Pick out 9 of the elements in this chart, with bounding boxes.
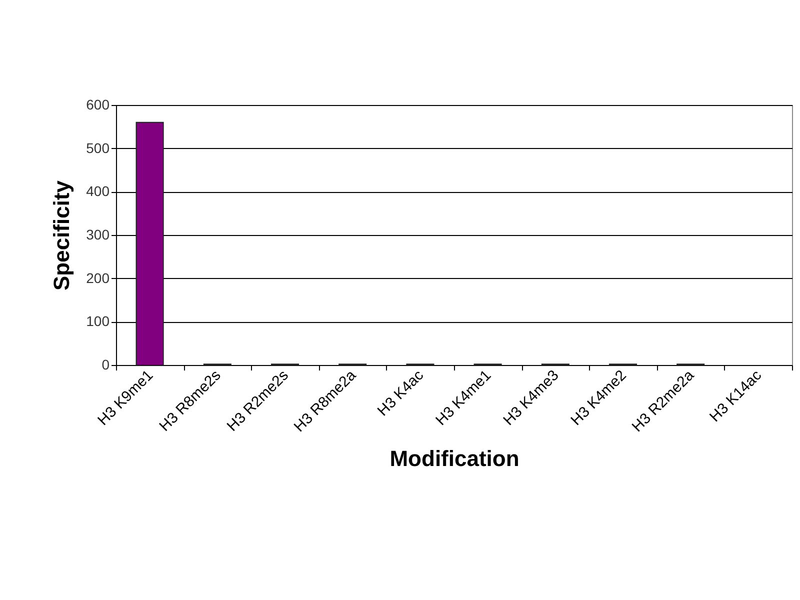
x-axis-title: Modification (390, 446, 520, 471)
y-tick-label: 100 (86, 313, 110, 330)
y-axis-title: Specificity (49, 180, 74, 291)
y-tick-label: 200 (86, 270, 110, 286)
y-tick-label: 500 (86, 140, 110, 156)
y-tick-label: 600 (86, 96, 110, 112)
y-tick-label: 300 (86, 226, 110, 242)
y-tick-label: 400 (86, 183, 110, 200)
y-tick-label: 0 (102, 356, 110, 372)
